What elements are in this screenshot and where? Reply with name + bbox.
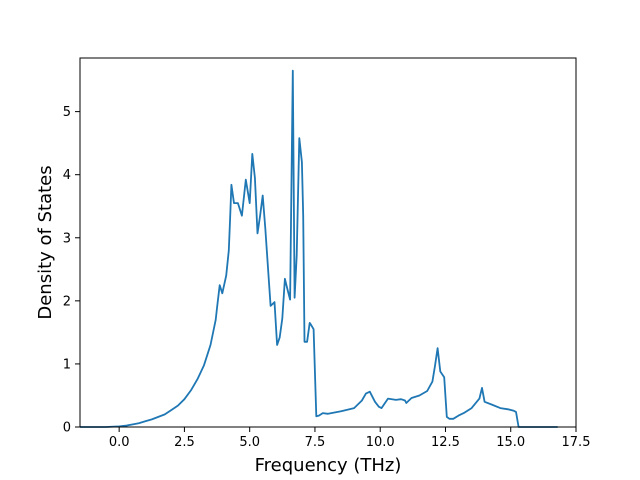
y-axis: 0 1 2 3 4 5 bbox=[63, 105, 80, 436]
y-tick-label: 2 bbox=[63, 294, 71, 309]
series-layer bbox=[80, 69, 558, 428]
x-tick-label: 17.5 bbox=[562, 435, 591, 450]
x-tick-label: 10.0 bbox=[366, 435, 395, 450]
y-tick-label: 0 bbox=[63, 421, 71, 436]
x-tick-label: 7.5 bbox=[305, 435, 326, 450]
plot-area bbox=[80, 58, 576, 427]
y-tick-label: 3 bbox=[63, 231, 71, 246]
dos-series-line bbox=[80, 69, 558, 428]
plot-frame bbox=[79, 57, 577, 428]
x-tick-label: 12.5 bbox=[431, 435, 460, 450]
y-tick-label: 5 bbox=[63, 105, 71, 120]
x-tick-label: 0.0 bbox=[109, 435, 130, 450]
y-tick-label: 1 bbox=[63, 357, 71, 372]
x-tick-label: 2.5 bbox=[174, 435, 195, 450]
x-axis-label: Frequency (THz) bbox=[255, 455, 402, 476]
x-axis: 0.0 2.5 5.0 7.5 10.0 12.5 15.0 17.5 bbox=[109, 427, 591, 450]
y-axis-label: Density of States bbox=[35, 165, 56, 319]
x-tick-label: 5.0 bbox=[239, 435, 260, 450]
x-tick-label: 15.0 bbox=[496, 435, 525, 450]
y-tick-label: 4 bbox=[63, 168, 71, 183]
